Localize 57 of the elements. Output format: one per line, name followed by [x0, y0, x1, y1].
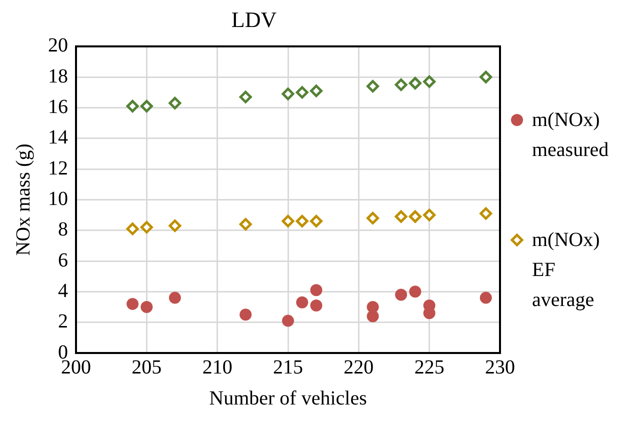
point — [423, 208, 436, 222]
x-tick-label: 230 — [485, 356, 515, 378]
point — [408, 76, 422, 90]
x-tick-label: 225 — [414, 356, 444, 378]
point — [239, 218, 252, 230]
point — [296, 296, 308, 308]
point — [423, 75, 436, 88]
chart-title: LDV — [231, 6, 277, 32]
point — [140, 221, 153, 234]
point — [409, 286, 422, 298]
point — [126, 222, 139, 236]
point — [282, 314, 294, 327]
y-tick-label: 20 — [48, 34, 68, 57]
y-tick-label: 10 — [48, 188, 68, 210]
y-tick-label: 16 — [48, 96, 68, 118]
legend-label: m(NOx) measured — [532, 108, 610, 163]
legend-label: m(NOx) EF average — [532, 228, 601, 313]
point — [366, 80, 380, 93]
point — [480, 292, 492, 304]
point — [395, 288, 408, 301]
point — [126, 298, 139, 310]
x-tick-label: 220 — [344, 356, 374, 378]
point — [239, 90, 252, 104]
point — [168, 220, 182, 232]
x-tick-label: 210 — [202, 356, 232, 378]
point — [366, 310, 379, 322]
point — [296, 86, 308, 99]
y-tick-label: 6 — [58, 249, 68, 272]
point — [168, 96, 182, 110]
point — [126, 100, 139, 112]
point — [408, 210, 422, 223]
point — [310, 299, 322, 312]
point — [168, 292, 181, 304]
point — [282, 214, 294, 228]
y-tick-label: 14 — [48, 126, 68, 149]
point — [366, 212, 380, 224]
point — [282, 88, 294, 100]
x-axis-title: Number of vehicles — [209, 387, 368, 410]
y-tick-label: 4 — [58, 280, 68, 302]
point — [140, 301, 153, 314]
x-tick-label: 205 — [132, 356, 162, 378]
y-tick-label: 8 — [58, 218, 68, 241]
point — [140, 100, 153, 112]
point — [310, 84, 323, 98]
point — [480, 207, 492, 220]
y-tick-label: 18 — [48, 65, 68, 88]
y-axis-title: NOx mass (g) — [12, 144, 34, 256]
point — [240, 308, 252, 321]
point — [394, 78, 408, 91]
x-tick-label: 215 — [273, 356, 303, 378]
point — [394, 210, 408, 223]
y-tick-label: 12 — [48, 157, 68, 180]
point — [480, 70, 492, 84]
point — [310, 284, 322, 296]
point — [296, 214, 308, 228]
point — [310, 214, 323, 228]
y-tick-label: 2 — [58, 310, 68, 333]
